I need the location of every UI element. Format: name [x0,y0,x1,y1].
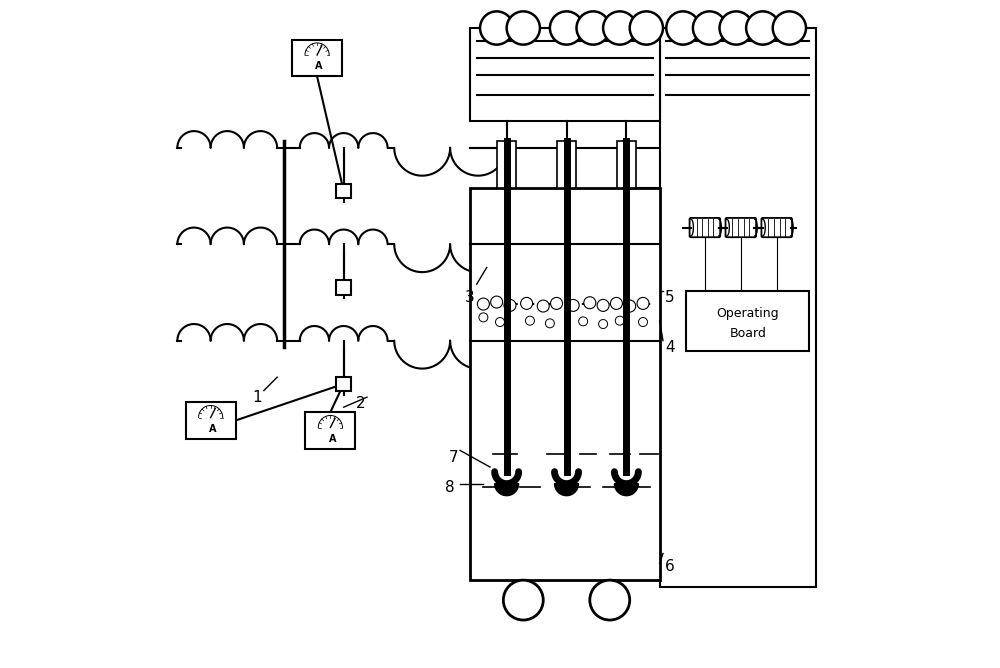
Circle shape [610,297,622,309]
Circle shape [503,580,543,620]
Circle shape [551,297,563,309]
Bar [336,280,351,295]
Text: Board: Board [729,327,766,341]
Circle shape [545,319,554,328]
Circle shape [597,299,609,311]
Bar [686,291,809,351]
Circle shape [639,317,648,327]
Text: 4: 4 [665,340,674,355]
FancyBboxPatch shape [690,218,720,237]
Circle shape [567,299,579,311]
Circle shape [590,580,630,620]
Circle shape [480,11,513,45]
Circle shape [504,299,516,311]
Text: 6: 6 [665,559,675,574]
Circle shape [746,11,779,45]
Polygon shape [555,484,578,496]
Polygon shape [495,484,519,496]
Text: A: A [329,434,336,444]
Polygon shape [614,484,638,496]
Text: 5: 5 [665,290,674,305]
Circle shape [630,11,663,45]
Bar [470,188,660,580]
Circle shape [693,11,726,45]
Circle shape [507,11,540,45]
Bar [292,39,342,76]
Text: 7: 7 [449,450,458,464]
Circle shape [579,317,588,326]
Circle shape [615,316,624,325]
Bar [557,141,576,188]
Circle shape [603,11,636,45]
Circle shape [537,300,549,312]
Circle shape [525,316,534,325]
Bar [470,28,660,121]
Circle shape [637,297,649,309]
Text: 2: 2 [355,396,365,411]
Bar [336,377,351,391]
FancyBboxPatch shape [726,218,756,237]
Circle shape [496,317,504,327]
Circle shape [521,297,533,309]
Text: 1: 1 [252,389,262,405]
Bar [660,28,816,587]
Text: A: A [209,424,216,434]
Text: 3: 3 [465,290,475,305]
Circle shape [577,11,610,45]
Bar [186,402,236,439]
Circle shape [666,11,700,45]
Text: Operating: Operating [716,307,779,320]
Bar [305,412,355,449]
Circle shape [479,313,488,322]
FancyBboxPatch shape [761,218,792,237]
Bar [497,141,516,188]
Circle shape [773,11,806,45]
Text: A: A [315,61,323,71]
Circle shape [550,11,583,45]
Circle shape [720,11,753,45]
Bar [336,184,351,198]
Circle shape [584,297,596,309]
Circle shape [624,300,636,312]
Bar [617,141,636,188]
Circle shape [599,319,608,329]
Text: 8: 8 [445,480,455,494]
Circle shape [491,296,503,308]
Circle shape [477,298,489,310]
